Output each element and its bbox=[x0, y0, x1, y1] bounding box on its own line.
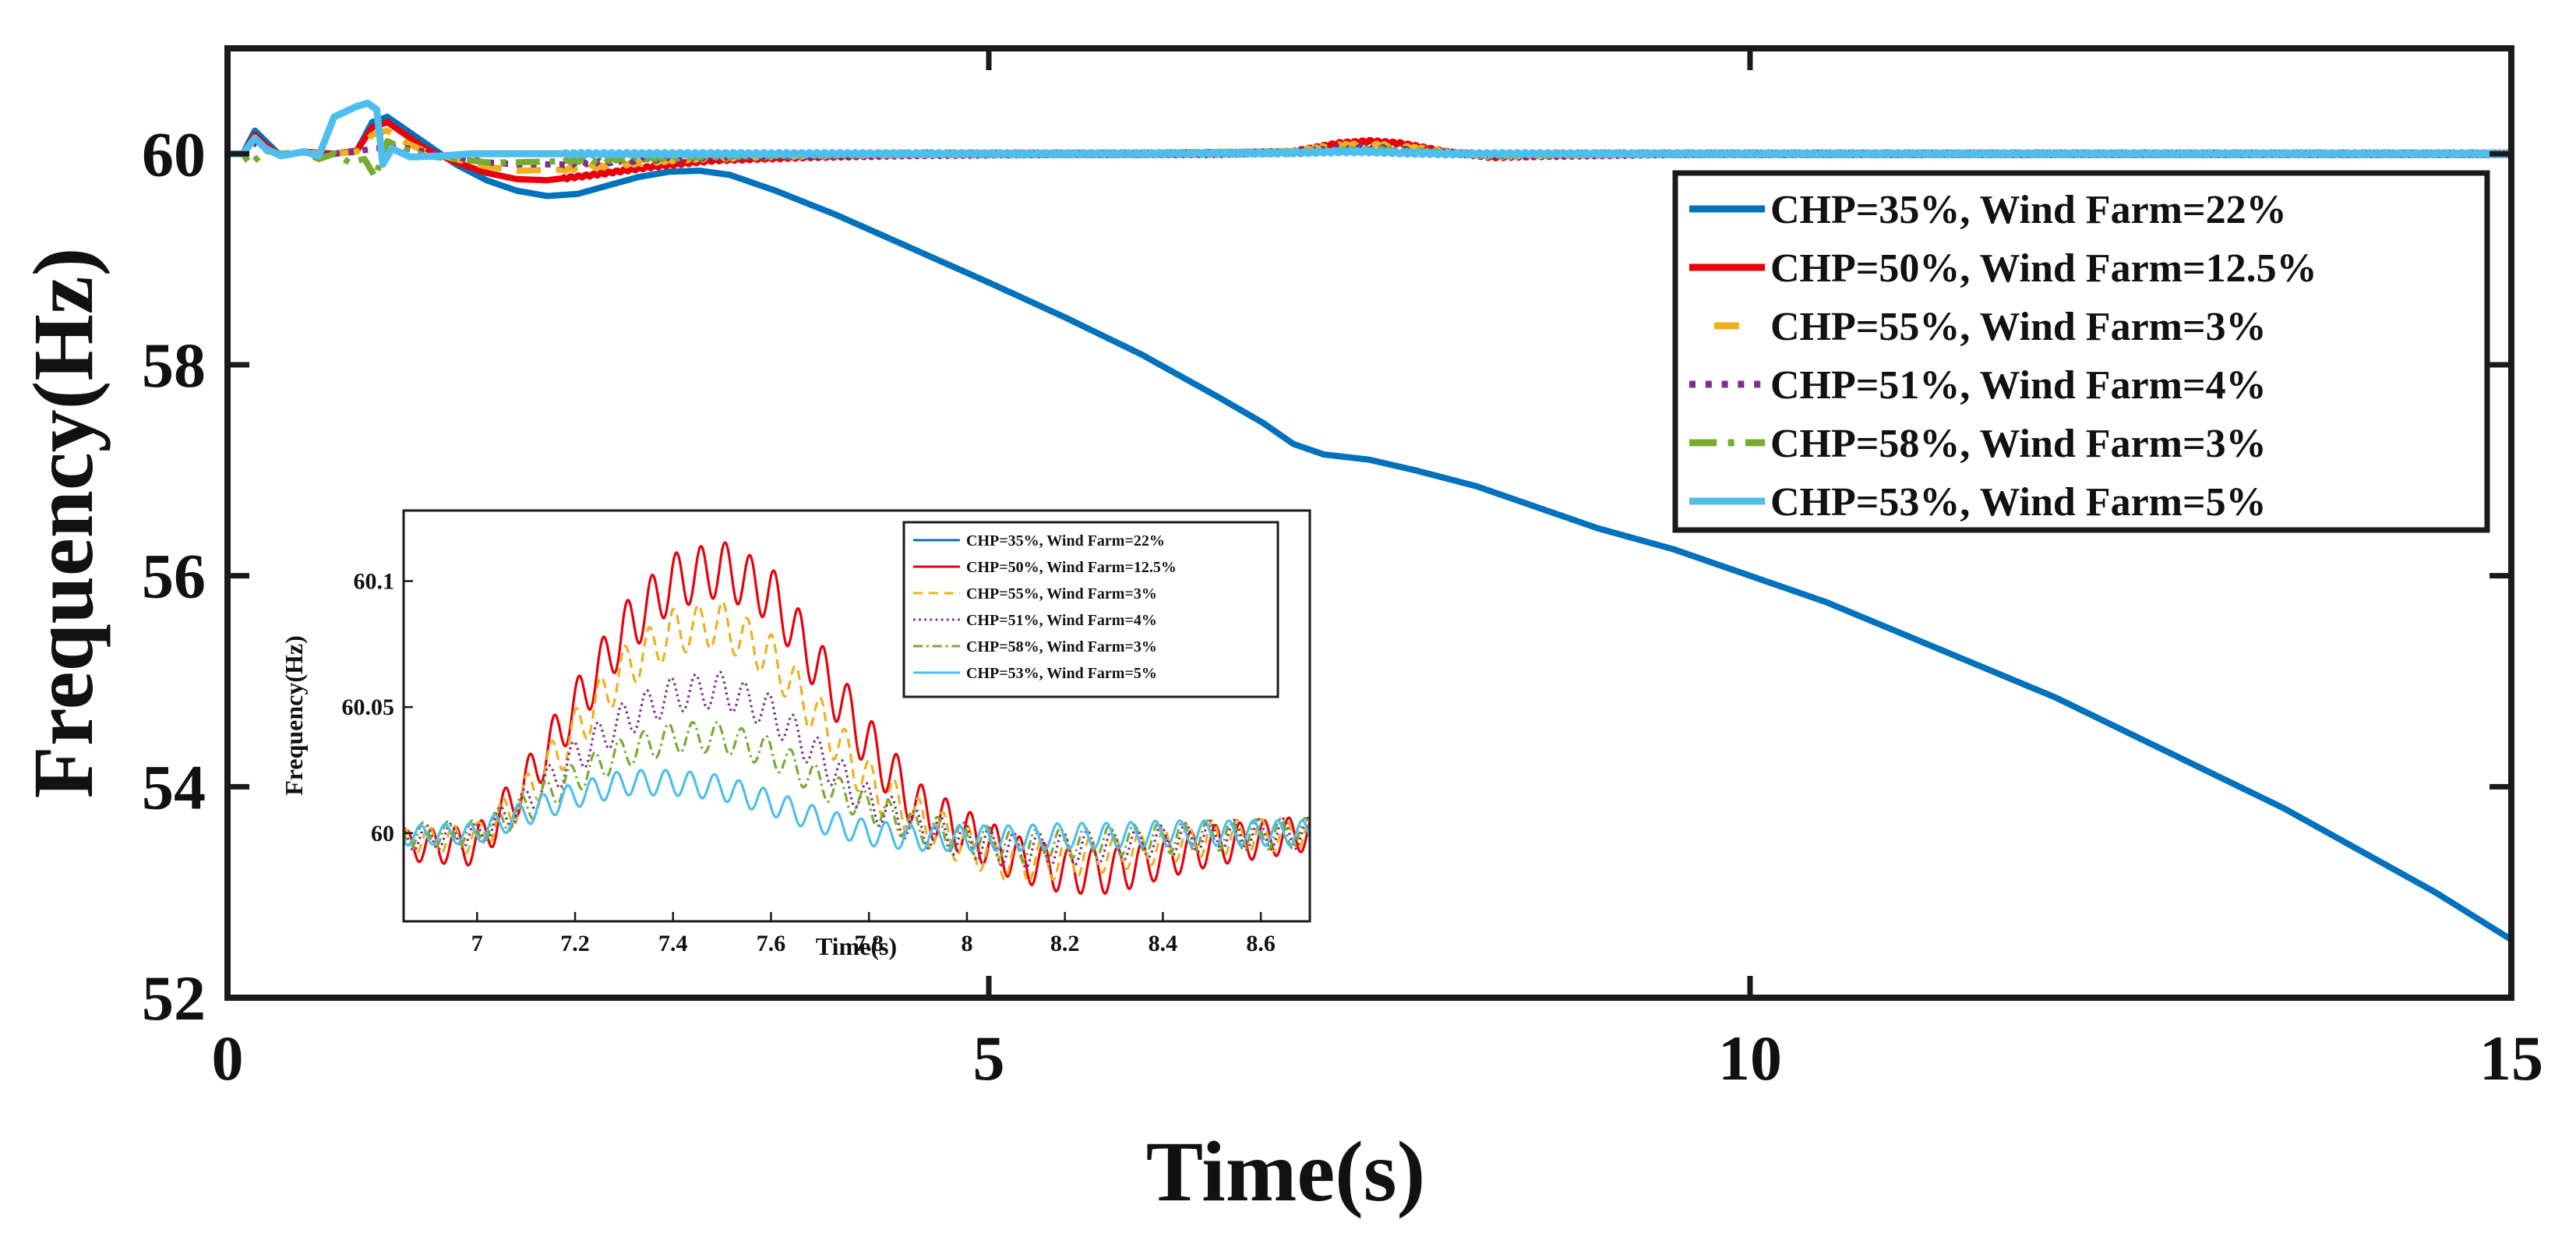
inset-legend-label: CHP=53%, Wind Farm=5% bbox=[966, 665, 1157, 682]
main-x-axis-label: Time(s) bbox=[1146, 1124, 1425, 1219]
inset-legend-label: CHP=35%, Wind Farm=22% bbox=[966, 532, 1165, 550]
main-x-tick-label: 15 bbox=[2479, 1023, 2543, 1094]
inset-x-tick-label: 8.4 bbox=[1149, 931, 1178, 956]
main-ticks-group: 0 5 10 15 52 54 56 58 60 bbox=[142, 48, 2543, 1094]
inset-x-tick-label: 7.8 bbox=[854, 931, 884, 956]
inset-plot: 7 7.2 7.4 7.6 7.8 8 8.2 8.4 8.6 60 60.05 60.1 Time(… bbox=[280, 509, 1311, 960]
inset-legend: CHP=35%, Wind Farm=22% CHP=50%, Wind Farm… bbox=[902, 521, 1279, 698]
inset-x-tick-label: 8.6 bbox=[1246, 931, 1276, 956]
inset-legend-label: CHP=51%, Wind Farm=4% bbox=[966, 612, 1157, 629]
main-y-tick-label: 52 bbox=[142, 963, 206, 1034]
main-series-line-chp-53-wind-farm-5 bbox=[228, 99, 2511, 168]
inset-x-axis-label: Time(s) bbox=[816, 932, 897, 960]
inset-series-line-chp-51-wind-farm-4 bbox=[404, 670, 1310, 869]
inset-legend-label: CHP=58%, Wind Farm=3% bbox=[966, 638, 1157, 656]
inset-series-line-chp-50-wind-farm-12-5 bbox=[404, 541, 1310, 895]
main-legend-box bbox=[1672, 170, 2490, 533]
inset-legend-label: CHP=55%, Wind Farm=3% bbox=[966, 585, 1157, 603]
main-series-line-chp-58-wind-farm-3 bbox=[228, 138, 2511, 181]
inset-x-tick-label: 7.4 bbox=[658, 931, 688, 956]
inset-legend-label: CHP=50%, Wind Farm=12.5% bbox=[966, 559, 1177, 576]
inset-series-group bbox=[404, 541, 1310, 895]
inset-plot-frame bbox=[402, 509, 1311, 923]
main-x-tick-label: 10 bbox=[1718, 1023, 1782, 1094]
main-y-tick-label: 58 bbox=[142, 330, 206, 401]
main-legend-label: CHP=53%, Wind Farm=5% bbox=[1770, 480, 2267, 525]
main-x-tick-label: 0 bbox=[212, 1023, 244, 1094]
inset-ticks-group: 7 7.2 7.4 7.6 7.8 8 8.2 8.4 8.6 60 60.05 60.1 bbox=[342, 569, 1276, 956]
inset-series-line-chp-53-wind-farm-5 bbox=[404, 769, 1310, 853]
main-legend-label: CHP=51%, Wind Farm=4% bbox=[1770, 363, 2267, 408]
main-y-tick-label: 60 bbox=[142, 118, 206, 189]
main-legend: CHP=35%, Wind Farm=22% CHP=50%, Wind Farm… bbox=[1672, 170, 2490, 533]
main-legend-label: CHP=35%, Wind Farm=22% bbox=[1770, 188, 2287, 232]
main-series-line-chp-35-wind-farm-22 bbox=[228, 114, 2511, 942]
inset-x-tick-label: 7.2 bbox=[560, 931, 590, 956]
main-plot-frame bbox=[224, 45, 2514, 1001]
main-y-tick-label: 54 bbox=[142, 751, 206, 822]
inset-x-tick-label: 7 bbox=[471, 931, 483, 956]
inset-x-tick-label: 8 bbox=[961, 931, 972, 956]
main-y-axis-label: Frequency(Hz) bbox=[16, 248, 111, 799]
main-series-group bbox=[228, 99, 2511, 942]
inset-y-tick-label: 60 bbox=[371, 821, 394, 846]
main-legend-label: CHP=50%, Wind Farm=12.5% bbox=[1770, 246, 2317, 291]
inset-legend-box bbox=[902, 521, 1279, 698]
inset-y-tick-label: 60.05 bbox=[342, 694, 395, 720]
main-y-tick-label: 56 bbox=[142, 541, 206, 612]
main-x-tick-label: 5 bbox=[973, 1023, 1005, 1094]
inset-y-tick-label: 60.1 bbox=[354, 569, 395, 595]
inset-y-axis-label: Frequency(Hz) bbox=[280, 635, 308, 796]
main-plot: 0 5 10 15 52 54 56 58 60 Time(s) Frequency(Hz) bbox=[16, 45, 2543, 1219]
inset-series-line-chp-55-wind-farm-3 bbox=[404, 600, 1310, 884]
inset-x-tick-label: 8.2 bbox=[1050, 931, 1080, 956]
main-legend-label: CHP=58%, Wind Farm=3% bbox=[1770, 422, 2267, 466]
inset-x-tick-label: 7.6 bbox=[757, 931, 786, 956]
main-legend-label: CHP=55%, Wind Farm=3% bbox=[1770, 305, 2267, 349]
